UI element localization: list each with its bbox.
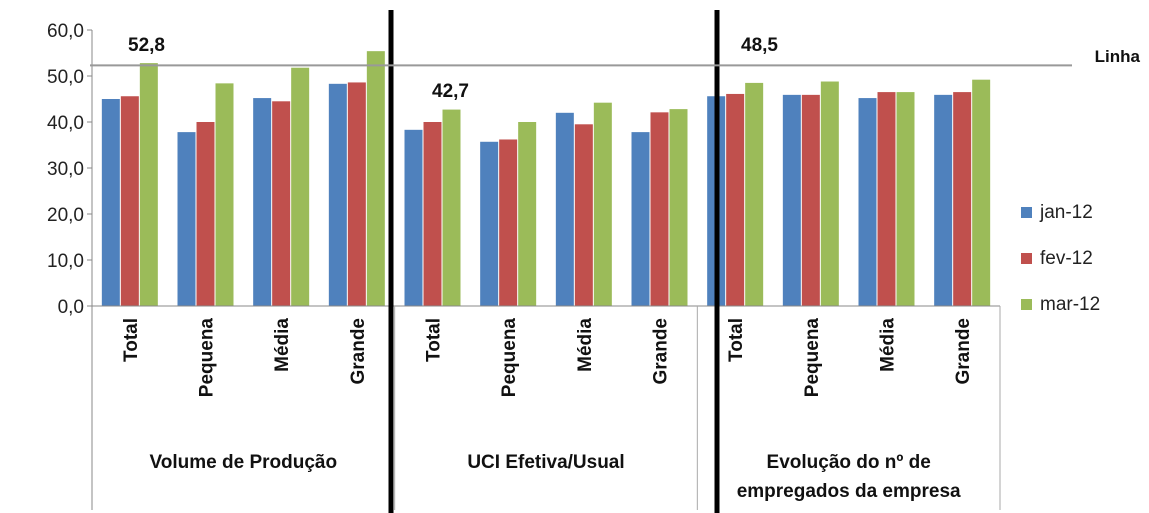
bar-fev-12 — [801, 94, 820, 306]
bar-mar-12 — [745, 82, 764, 307]
bar-fev-12 — [877, 92, 896, 306]
y-tick-label: 50,0 — [47, 67, 84, 88]
bar-fev-12 — [120, 96, 139, 307]
y-tick-label: 60,0 — [47, 21, 84, 42]
x-category-label: Grande — [953, 318, 974, 385]
reference-line: Linha — [90, 47, 1141, 67]
bar-mar-12 — [593, 102, 612, 307]
bar-mar-12 — [442, 109, 461, 306]
bar-jan-12 — [631, 132, 650, 306]
legend-swatch — [1021, 207, 1032, 218]
bar-mar-12 — [518, 122, 537, 306]
x-category-label: Total — [726, 318, 747, 362]
x-category-label: Pequena — [499, 318, 520, 398]
bars — [101, 51, 991, 307]
data-label-annotation: 52,8 — [128, 35, 165, 56]
bar-mar-12 — [972, 79, 991, 307]
bar-fev-12 — [347, 82, 366, 306]
x-category-label: Grande — [651, 318, 672, 385]
bar-jan-12 — [253, 98, 272, 306]
x-category-label: Total — [121, 318, 142, 362]
bar-fev-12 — [272, 101, 291, 306]
x-category-label: Pequena — [197, 318, 218, 398]
y-tick-label: 20,0 — [47, 205, 84, 226]
legend-entry: mar-12 — [1040, 294, 1100, 315]
legend-entry: jan-12 — [1039, 202, 1093, 223]
bar-jan-12 — [858, 98, 877, 306]
bar-fev-12 — [196, 122, 215, 306]
legend-swatch — [1021, 299, 1032, 310]
data-label-annotation: 42,7 — [432, 81, 469, 102]
reference-line-label: Linha — [1095, 47, 1141, 66]
bar-mar-12 — [139, 63, 158, 307]
bar-jan-12 — [177, 132, 196, 306]
y-tick-label: 0,0 — [58, 297, 84, 318]
bar-jan-12 — [328, 83, 347, 306]
bar-fev-12 — [650, 112, 669, 306]
bar-mar-12 — [366, 51, 385, 306]
y-axis: 0,0 10,0 20,0 30,0 40,0 50,0 60,0 — [47, 21, 93, 510]
x-category-label: Grande — [348, 318, 369, 385]
x-category-label: Média — [272, 318, 293, 372]
group-label-line: Evolução do nº de — [767, 452, 931, 473]
bar-jan-12 — [404, 129, 423, 306]
bar-fev-12 — [953, 92, 972, 306]
bar-jan-12 — [934, 94, 953, 306]
bar-mar-12 — [896, 92, 915, 306]
group-label-line: empregados da empresa — [737, 481, 961, 502]
legend-swatch — [1021, 253, 1032, 264]
x-axis: Total Pequena Média Grande Volume de Produçã… — [92, 305, 1001, 510]
group-label: Volume de Produção — [150, 452, 338, 473]
legend: jan-12 fev-12 mar-12 — [1021, 202, 1100, 315]
x-category-label: Média — [878, 318, 899, 372]
bar-fev-12 — [423, 122, 442, 306]
bar-fev-12 — [574, 124, 593, 306]
y-tick-label: 40,0 — [47, 113, 84, 134]
bar-jan-12 — [782, 94, 801, 306]
bar-jan-12 — [101, 99, 120, 306]
bar-fev-12 — [499, 139, 518, 306]
bar-mar-12 — [820, 81, 839, 307]
annotations: 52,8 42,7 48,5 — [128, 35, 778, 102]
bar-jan-12 — [480, 141, 499, 306]
bar-jan-12 — [555, 112, 574, 306]
legend-entry: fev-12 — [1040, 248, 1093, 269]
x-category-label: Pequena — [802, 318, 823, 398]
group-label: UCI Efetiva/Usual — [467, 452, 624, 473]
x-category-label: Média — [575, 318, 596, 372]
bar-mar-12 — [291, 67, 310, 306]
bar-mar-12 — [215, 83, 234, 306]
y-tick-label: 30,0 — [47, 159, 84, 180]
data-label-annotation: 48,5 — [741, 35, 778, 56]
y-tick-label: 10,0 — [47, 251, 84, 272]
bar-mar-12 — [669, 109, 688, 307]
x-category-label: Total — [424, 318, 445, 362]
bar-fev-12 — [726, 93, 745, 306]
group-dividers — [388, 10, 720, 513]
